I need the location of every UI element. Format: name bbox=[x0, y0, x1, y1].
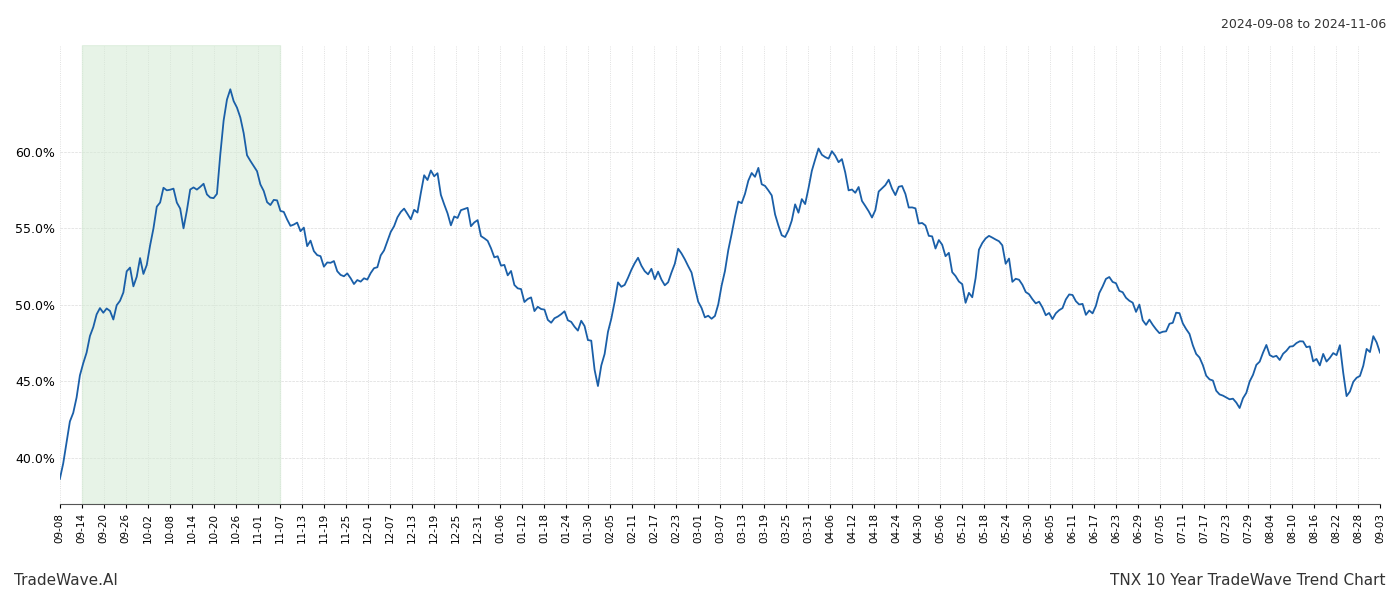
Text: TradeWave.AI: TradeWave.AI bbox=[14, 573, 118, 588]
Bar bbox=[81, 45, 280, 504]
Text: TNX 10 Year TradeWave Trend Chart: TNX 10 Year TradeWave Trend Chart bbox=[1110, 573, 1386, 588]
Text: 2024-09-08 to 2024-11-06: 2024-09-08 to 2024-11-06 bbox=[1221, 18, 1386, 31]
